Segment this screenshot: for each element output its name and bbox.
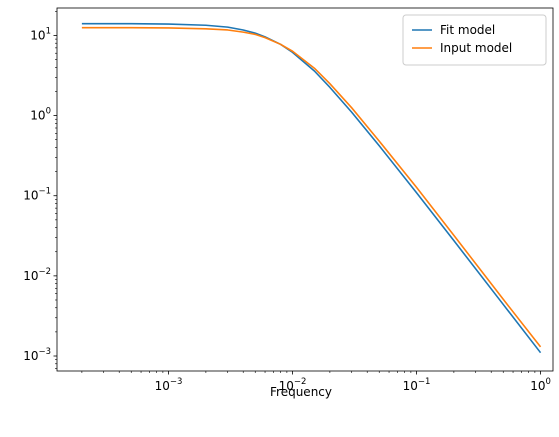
y-tick-label: 10−2 <box>23 267 51 283</box>
legend: Fit model Input model <box>402 14 547 66</box>
y-tick-label: 101 <box>30 26 51 42</box>
y-tick-label: 10−1 <box>23 187 51 203</box>
series-line-fit-model <box>81 22 542 354</box>
series-lines <box>81 22 542 354</box>
plot-area-frame <box>56 7 554 372</box>
legend-label-fit-model: Fit model <box>440 23 495 37</box>
x-axis-label: Frequency <box>270 385 332 399</box>
x-tick-label: 10−3 <box>155 377 183 393</box>
x-tick-label: 100 <box>530 377 551 393</box>
y-tick-label: 100 <box>30 107 51 123</box>
legend-label-input-model: Input model <box>440 41 512 55</box>
x-tick-label: 10−1 <box>403 377 431 393</box>
y-tick-label: 10−3 <box>23 347 51 363</box>
legend-box <box>402 14 547 66</box>
series-line-input-model <box>81 26 542 348</box>
